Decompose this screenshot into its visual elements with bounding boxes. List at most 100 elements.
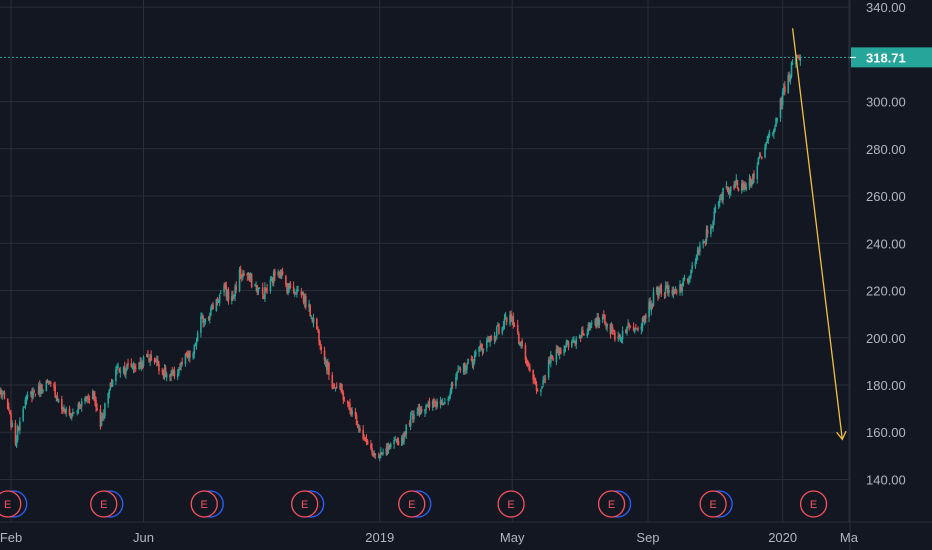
candle-body bbox=[673, 289, 676, 292]
earnings-marker[interactable]: E bbox=[190, 490, 224, 518]
candle-body bbox=[179, 368, 181, 370]
candle-body bbox=[238, 269, 241, 291]
candle-body bbox=[750, 182, 753, 186]
candle-body bbox=[760, 156, 763, 159]
candle-body bbox=[606, 324, 608, 327]
candle-body bbox=[463, 362, 466, 370]
candle-body bbox=[235, 285, 238, 290]
earnings-marker[interactable]: E bbox=[597, 490, 632, 518]
candle-body bbox=[25, 395, 28, 402]
candle-body bbox=[605, 324, 607, 327]
earnings-marker[interactable]: E bbox=[0, 490, 28, 518]
candle-body bbox=[164, 366, 167, 377]
candle-body bbox=[703, 240, 706, 243]
candle-body bbox=[139, 361, 141, 368]
projection-arrow[interactable] bbox=[791, 28, 847, 441]
candle-body bbox=[547, 359, 550, 378]
candle-body bbox=[621, 330, 624, 340]
candle-body bbox=[532, 370, 534, 380]
earnings-marker[interactable]: E bbox=[799, 490, 828, 518]
candle-body bbox=[286, 284, 288, 293]
candle-body bbox=[505, 317, 508, 323]
candle-body bbox=[664, 285, 667, 294]
candle-body bbox=[589, 323, 592, 328]
candle-body bbox=[711, 226, 713, 228]
candle-body bbox=[343, 400, 346, 402]
candle-body bbox=[8, 407, 10, 410]
candle-body bbox=[649, 301, 651, 309]
earnings-marker[interactable]: E bbox=[90, 490, 124, 518]
earnings-circle bbox=[597, 490, 626, 518]
candle-body bbox=[529, 366, 531, 371]
candle-body bbox=[204, 319, 207, 323]
candle-body bbox=[303, 295, 306, 303]
candle-body bbox=[256, 285, 259, 293]
candle-body bbox=[555, 349, 558, 362]
candle-body bbox=[117, 366, 119, 368]
candle-body bbox=[431, 400, 434, 408]
candle-body bbox=[614, 332, 616, 340]
candle-body bbox=[727, 187, 730, 194]
candle-body bbox=[765, 142, 767, 147]
candle-body bbox=[609, 324, 612, 335]
price-scale[interactable]: 340.00 300.00 280.00 260.00 240.00 220.00 200.… bbox=[866, 0, 906, 487]
candle-body bbox=[76, 410, 79, 413]
candle-body bbox=[397, 441, 400, 446]
candle-body bbox=[683, 277, 686, 280]
candle-body bbox=[424, 409, 426, 413]
earnings-marker[interactable]: E bbox=[398, 490, 432, 518]
earnings-marker[interactable]: E bbox=[291, 490, 325, 518]
candle-body bbox=[31, 392, 33, 399]
candle-body bbox=[642, 318, 645, 322]
candle-body bbox=[416, 412, 419, 414]
candle-body bbox=[486, 340, 488, 349]
candle-body bbox=[325, 361, 328, 370]
candle-body bbox=[611, 327, 614, 331]
candle-body bbox=[409, 415, 412, 427]
earnings-marker[interactable]: E bbox=[497, 490, 525, 518]
candle-body bbox=[388, 444, 391, 449]
candle-body bbox=[435, 404, 437, 407]
earnings-marker[interactable]: E bbox=[699, 490, 733, 518]
candle-body bbox=[14, 422, 17, 445]
candle-body bbox=[281, 271, 284, 275]
candle-body bbox=[122, 367, 125, 373]
candle-body bbox=[721, 195, 723, 200]
candle-body bbox=[604, 315, 606, 324]
last-price-label: 318.71 bbox=[866, 50, 906, 65]
candle-body bbox=[442, 403, 445, 405]
candle-body bbox=[636, 328, 638, 330]
candle-body bbox=[563, 349, 565, 354]
candle-body bbox=[355, 415, 358, 425]
candle-body bbox=[651, 304, 654, 306]
candle-body bbox=[644, 314, 647, 319]
candle-body bbox=[736, 179, 739, 188]
candle-body bbox=[41, 384, 43, 391]
time-scale[interactable]: Feb Jun 2019 May Sep 2020 Ma bbox=[0, 530, 859, 545]
candle-body bbox=[91, 391, 94, 400]
candle-body bbox=[46, 381, 49, 383]
candle-body bbox=[250, 274, 253, 288]
candle-body bbox=[217, 301, 220, 303]
candle-body bbox=[119, 371, 122, 373]
candle-body bbox=[149, 354, 151, 363]
price-tick-label: 140.00 bbox=[866, 472, 906, 487]
candle-body bbox=[232, 295, 234, 299]
candle-body bbox=[340, 383, 342, 390]
candle-body bbox=[744, 184, 746, 189]
candle-body bbox=[659, 286, 661, 293]
candle-body bbox=[11, 422, 13, 428]
candle-body bbox=[587, 324, 590, 333]
candle-body bbox=[247, 272, 250, 276]
price-tick-label: 340.00 bbox=[866, 0, 906, 15]
candle-body bbox=[503, 318, 506, 326]
candle-body bbox=[263, 295, 265, 300]
candle-body bbox=[53, 383, 55, 388]
candle-body bbox=[258, 287, 261, 289]
candle-body bbox=[148, 358, 150, 361]
candle-body bbox=[196, 332, 199, 342]
candle-body bbox=[219, 292, 222, 294]
candle-body bbox=[394, 439, 396, 441]
earnings-label: E bbox=[810, 499, 817, 511]
